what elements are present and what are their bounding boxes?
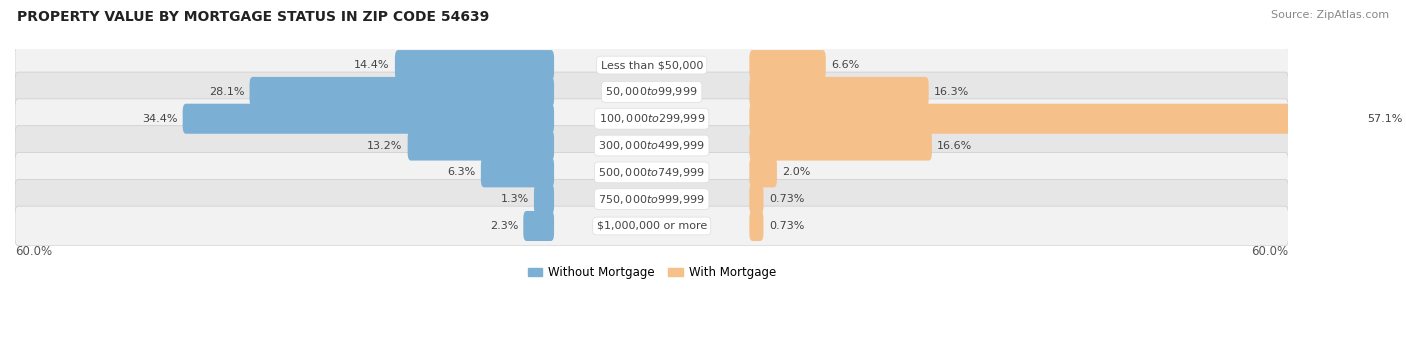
Text: $750,000 to $999,999: $750,000 to $999,999 xyxy=(599,193,704,206)
Text: 6.6%: 6.6% xyxy=(831,60,859,70)
FancyBboxPatch shape xyxy=(749,184,763,214)
FancyBboxPatch shape xyxy=(395,50,554,80)
FancyBboxPatch shape xyxy=(15,99,1288,139)
Legend: Without Mortgage, With Mortgage: Without Mortgage, With Mortgage xyxy=(523,261,780,284)
Text: 28.1%: 28.1% xyxy=(208,87,245,97)
FancyBboxPatch shape xyxy=(749,157,778,187)
Text: 34.4%: 34.4% xyxy=(142,114,177,124)
FancyBboxPatch shape xyxy=(15,126,1288,165)
Text: $500,000 to $749,999: $500,000 to $749,999 xyxy=(599,166,704,179)
Text: 2.3%: 2.3% xyxy=(489,221,517,231)
FancyBboxPatch shape xyxy=(249,77,554,107)
FancyBboxPatch shape xyxy=(15,153,1288,192)
Text: 16.3%: 16.3% xyxy=(934,87,969,97)
FancyBboxPatch shape xyxy=(749,104,1361,134)
Text: 0.73%: 0.73% xyxy=(769,194,804,204)
Text: $100,000 to $299,999: $100,000 to $299,999 xyxy=(599,112,704,125)
Text: 16.6%: 16.6% xyxy=(938,140,973,151)
Text: 57.1%: 57.1% xyxy=(1367,114,1402,124)
Text: $50,000 to $99,999: $50,000 to $99,999 xyxy=(606,85,697,98)
Text: Source: ZipAtlas.com: Source: ZipAtlas.com xyxy=(1271,10,1389,20)
Text: $1,000,000 or more: $1,000,000 or more xyxy=(596,221,707,231)
FancyBboxPatch shape xyxy=(749,77,929,107)
Text: 13.2%: 13.2% xyxy=(367,140,402,151)
Text: Less than $50,000: Less than $50,000 xyxy=(600,60,703,70)
FancyBboxPatch shape xyxy=(183,104,554,134)
FancyBboxPatch shape xyxy=(15,45,1288,85)
Text: 1.3%: 1.3% xyxy=(501,194,529,204)
FancyBboxPatch shape xyxy=(15,179,1288,219)
FancyBboxPatch shape xyxy=(481,157,554,187)
Text: 0.73%: 0.73% xyxy=(769,221,804,231)
FancyBboxPatch shape xyxy=(749,50,825,80)
Text: 60.0%: 60.0% xyxy=(1251,245,1288,258)
Text: 60.0%: 60.0% xyxy=(15,245,52,258)
FancyBboxPatch shape xyxy=(15,206,1288,246)
FancyBboxPatch shape xyxy=(749,131,932,160)
FancyBboxPatch shape xyxy=(408,131,554,160)
FancyBboxPatch shape xyxy=(523,211,554,241)
Text: 2.0%: 2.0% xyxy=(782,167,811,177)
Text: 14.4%: 14.4% xyxy=(354,60,389,70)
FancyBboxPatch shape xyxy=(15,72,1288,112)
Text: PROPERTY VALUE BY MORTGAGE STATUS IN ZIP CODE 54639: PROPERTY VALUE BY MORTGAGE STATUS IN ZIP… xyxy=(17,10,489,24)
FancyBboxPatch shape xyxy=(749,211,763,241)
Text: $300,000 to $499,999: $300,000 to $499,999 xyxy=(599,139,704,152)
Text: 6.3%: 6.3% xyxy=(447,167,475,177)
FancyBboxPatch shape xyxy=(534,184,554,214)
